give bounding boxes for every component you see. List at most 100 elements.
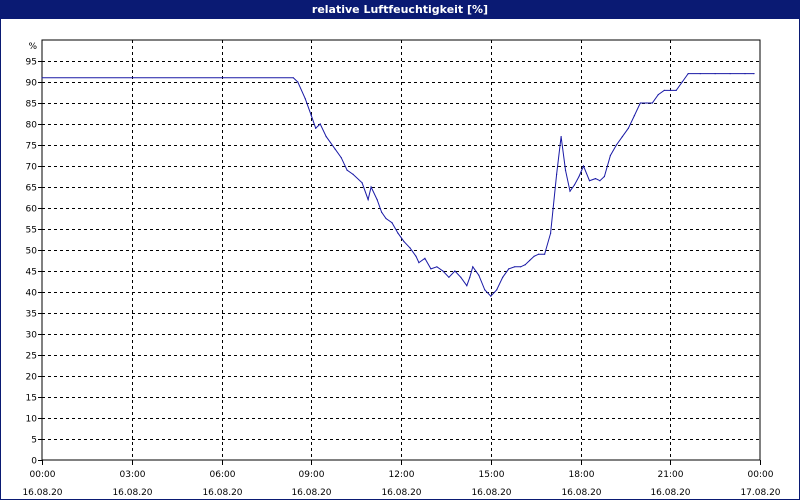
x-axis: 00:00 16.08.20 03:00 16.08.20 06:00 16.08.20 0… (22, 460, 781, 498)
x-tick-time: 06:00 (210, 470, 236, 480)
data-point (297, 81, 299, 83)
humidity-line-chart: 0 5 10 15 20 25 30 35 40 45 50 55 60 65 70 75 80 85 90 95 %… (22, 39, 781, 498)
data-point (370, 186, 372, 188)
y-tick-label: 65 (26, 184, 37, 194)
x-tick-time: 00:00 (30, 470, 56, 480)
data-point (669, 89, 671, 91)
y-tick-label: 75 (26, 142, 37, 152)
data-point (409, 247, 411, 249)
y-tick-label: 80 (26, 121, 38, 131)
data-point (41, 77, 43, 79)
x-tick-date: 16.08.20 (381, 488, 421, 498)
y-tick-label: 95 (26, 58, 37, 68)
data-point (454, 270, 456, 272)
y-tick-label: 70 (26, 163, 38, 173)
data-point (325, 136, 327, 138)
data-point (436, 266, 438, 268)
x-tick-time: 15:00 (479, 470, 505, 480)
data-point (448, 276, 450, 278)
y-tick-label: 90 (26, 79, 38, 89)
data-point (442, 270, 444, 272)
x-tick-date: 17.08.20 (740, 488, 780, 498)
data-point (639, 102, 641, 104)
data-point (430, 268, 432, 270)
y-tick-label: 45 (26, 268, 37, 278)
data-point (385, 217, 387, 220)
data-point (514, 266, 516, 268)
data-point (588, 180, 591, 182)
y-tick-label: 15 (26, 394, 37, 404)
series-line (42, 73, 754, 297)
y-tick-label: 55 (26, 226, 37, 236)
data-point (729, 73, 731, 75)
data-point (315, 127, 317, 129)
x-tick-date: 16.08.20 (22, 488, 62, 498)
chart-title: relative Luftfeuchtigkeit [%] (1, 1, 799, 19)
data-point (292, 77, 294, 79)
data-point (699, 73, 701, 75)
data-point (340, 157, 342, 159)
data-point (651, 102, 653, 104)
y-tick-label: 30 (26, 331, 38, 341)
data-point (502, 276, 504, 278)
y-axis-label: % (28, 42, 37, 52)
data-point (560, 136, 562, 138)
data-point (615, 144, 618, 146)
x-tick-date: 16.08.20 (471, 488, 511, 498)
x-tick-date: 16.08.20 (561, 488, 601, 498)
x-tick-time: 09:00 (299, 470, 325, 480)
data-point (520, 266, 522, 268)
data-point (346, 169, 348, 171)
data-point (621, 136, 624, 138)
x-tick-time: 12:00 (389, 470, 415, 480)
y-tick-label: 35 (26, 310, 37, 320)
data-point (556, 173, 558, 175)
data-point (319, 123, 321, 125)
data-point (478, 274, 480, 276)
data-point (403, 241, 405, 243)
data-point (508, 268, 510, 270)
data-point (569, 190, 571, 192)
data-point (381, 211, 383, 213)
data-point (633, 115, 636, 117)
x-tick-date: 16.08.20 (112, 488, 152, 498)
data-point (550, 232, 552, 234)
data-point (627, 127, 630, 129)
y-tick-label: 5 (31, 436, 37, 446)
data-point (603, 175, 606, 178)
data-point (460, 276, 462, 278)
data-point (418, 262, 420, 264)
data-point (496, 289, 498, 291)
data-point (538, 253, 540, 255)
x-tick-time: 03:00 (120, 470, 146, 480)
data-point (582, 165, 585, 167)
series-layer (41, 73, 755, 297)
x-tick-date: 16.08.20 (650, 488, 690, 498)
data-point (687, 73, 689, 75)
data-point (304, 98, 306, 100)
data-point (657, 94, 659, 96)
data-point (544, 253, 546, 255)
data-point (334, 148, 336, 150)
data-point (573, 184, 576, 186)
y-tick-label: 10 (26, 415, 38, 425)
data-point (594, 178, 597, 180)
data-point (391, 222, 393, 224)
data-point (714, 73, 716, 75)
y-tick-label: 60 (26, 205, 38, 215)
data-point (599, 180, 601, 182)
data-point (469, 276, 471, 278)
data-point (310, 115, 312, 117)
data-point (753, 73, 755, 75)
data-point (533, 255, 535, 257)
x-tick-time: 00:00 (748, 470, 774, 480)
x-tick-time: 18:00 (569, 470, 595, 480)
data-point (529, 259, 531, 262)
data-point (564, 169, 567, 171)
y-tick-label: 85 (26, 100, 37, 110)
data-point (578, 175, 580, 178)
data-point (424, 257, 426, 259)
data-point (663, 89, 665, 91)
y-axis: 0 5 10 15 20 25 30 35 40 45 50 55 60 65 70 75 80 85 90 95 (26, 58, 42, 467)
